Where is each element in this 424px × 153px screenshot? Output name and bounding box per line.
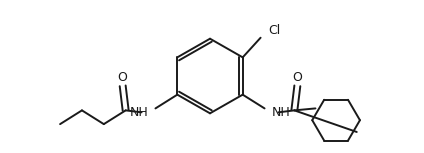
- Text: NH: NH: [130, 106, 148, 119]
- Text: Cl: Cl: [268, 24, 281, 37]
- Text: O: O: [118, 71, 128, 84]
- Text: O: O: [293, 71, 302, 84]
- Text: NH: NH: [271, 106, 290, 119]
